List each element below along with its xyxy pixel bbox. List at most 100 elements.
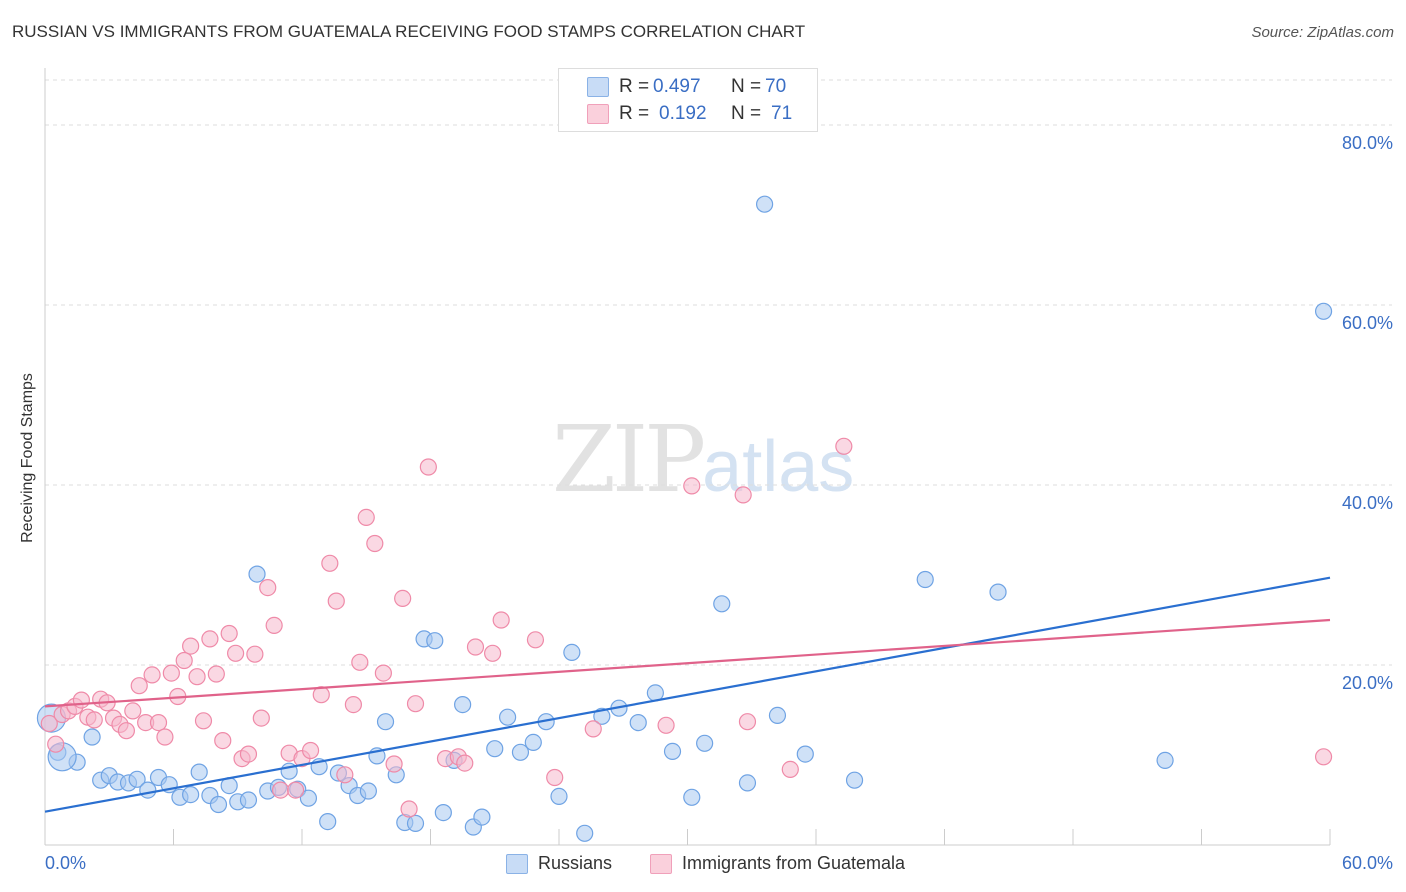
point-guatemala — [327, 592, 345, 610]
guatemala-legend-swatch — [650, 854, 672, 874]
watermark-atlas: atlas — [702, 427, 855, 507]
point-russians — [845, 771, 864, 789]
n-label: N = — [731, 76, 762, 97]
point-guatemala — [835, 437, 853, 455]
russians-swatch — [587, 77, 609, 97]
point-guatemala — [394, 589, 412, 608]
point-guatemala — [265, 616, 283, 635]
point-guatemala — [194, 712, 213, 730]
r-value: 0.192 — [659, 103, 707, 124]
y-axis-label: Receiving Food Stamps — [19, 373, 36, 543]
trendline-russians — [44, 576, 1331, 813]
source-label: Source: ZipAtlas.com — [1251, 24, 1394, 41]
point-russians — [1156, 751, 1174, 770]
point-guatemala — [374, 664, 392, 682]
y-tick-label: 40.0% — [1342, 493, 1393, 513]
point-russians — [629, 713, 647, 732]
point-guatemala — [271, 781, 290, 799]
r-label: R = — [619, 103, 650, 124]
n-value: 70 — [765, 76, 787, 97]
point-russians — [713, 595, 731, 613]
point-guatemala — [683, 477, 701, 495]
point-russians — [139, 781, 157, 799]
n-value: 71 — [771, 103, 793, 124]
guatemala-legend-label: Immigrants from Guatemala — [682, 853, 906, 873]
point-guatemala — [227, 644, 245, 662]
point-russians — [696, 734, 714, 752]
point-russians — [359, 782, 377, 800]
point-guatemala — [220, 624, 238, 643]
point-guatemala — [149, 713, 168, 732]
n-label: N = — [731, 103, 762, 124]
point-guatemala — [162, 664, 180, 682]
point-guatemala — [526, 631, 545, 649]
point-guatemala — [156, 728, 174, 746]
point-guatemala — [406, 695, 425, 713]
point-guatemala — [143, 666, 161, 684]
point-russians — [989, 583, 1007, 601]
point-russians — [239, 791, 258, 809]
point-russians — [768, 706, 787, 725]
point-russians — [755, 195, 774, 213]
point-guatemala — [85, 711, 103, 729]
point-guatemala — [188, 668, 206, 686]
point-russians — [1314, 302, 1333, 320]
point-russians — [593, 707, 611, 725]
point-guatemala — [546, 768, 564, 787]
russians-legend-swatch — [506, 854, 528, 874]
point-russians — [83, 728, 101, 746]
point-russians — [550, 787, 568, 806]
point-guatemala — [124, 702, 142, 720]
point-guatemala — [357, 508, 375, 527]
point-guatemala — [584, 720, 602, 738]
point-russians — [128, 770, 146, 788]
point-guatemala — [117, 722, 135, 740]
point-russians — [796, 745, 814, 763]
point-guatemala — [321, 554, 339, 572]
point-guatemala — [466, 638, 485, 656]
point-guatemala — [47, 735, 65, 753]
point-guatemala — [484, 644, 502, 662]
stats-legend: R = 0.497 N = 70 R = 0.192 N = 71 — [558, 68, 818, 132]
point-guatemala — [456, 754, 474, 772]
point-guatemala — [201, 630, 219, 648]
point-guatemala — [175, 651, 193, 670]
point-russians — [683, 788, 701, 806]
point-russians — [426, 632, 444, 650]
point-guatemala — [1314, 748, 1333, 766]
point-guatemala — [40, 714, 58, 733]
point-guatemala — [312, 686, 330, 704]
point-russians — [563, 643, 581, 662]
watermark: ZIPatlas — [552, 406, 854, 513]
chart-title: RUSSIAN VS IMMIGRANTS FROM GUATEMALA REC… — [12, 22, 806, 41]
point-guatemala — [657, 716, 675, 734]
point-guatemala — [239, 745, 258, 763]
point-guatemala — [130, 677, 148, 695]
point-guatemala — [351, 653, 369, 671]
point-guatemala — [214, 731, 232, 750]
watermark-zip: ZIP — [552, 406, 706, 513]
r-value: 0.497 — [653, 76, 701, 97]
point-guatemala — [182, 637, 200, 655]
point-russians — [406, 814, 425, 833]
point-russians — [182, 785, 200, 804]
point-guatemala — [336, 766, 354, 784]
point-guatemala — [734, 486, 752, 504]
point-guatemala — [385, 755, 403, 773]
point-guatemala — [492, 611, 510, 629]
y-tick-label: 80.0% — [1342, 133, 1393, 153]
point-russians — [209, 795, 228, 814]
point-russians — [511, 743, 530, 761]
point-russians — [454, 695, 472, 714]
point-guatemala — [259, 578, 277, 597]
point-guatemala — [246, 645, 264, 663]
point-guatemala — [419, 458, 437, 476]
point-russians — [473, 808, 491, 826]
point-guatemala — [252, 709, 270, 727]
point-russians — [738, 774, 757, 792]
russians-legend-label: Russians — [538, 853, 613, 873]
point-russians — [248, 565, 266, 583]
point-guatemala — [400, 800, 418, 818]
point-russians — [576, 824, 594, 842]
